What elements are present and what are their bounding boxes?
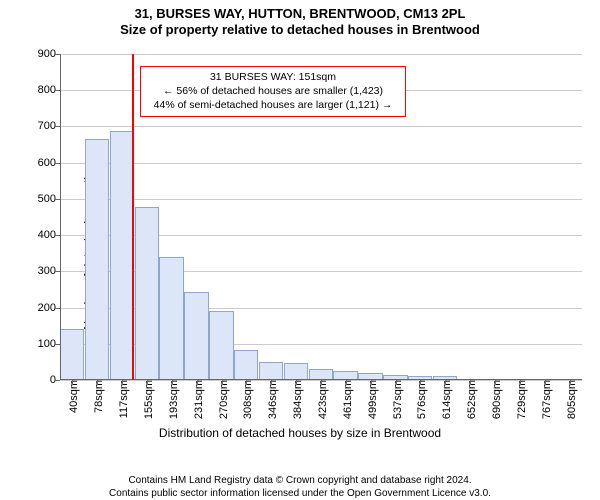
x-tick-mark [321,380,322,385]
annotation-line-2: ← 56% of detached houses are smaller (1,… [147,84,399,98]
x-tick-label: 767sqm [537,380,553,419]
footer-attribution: Contains HM Land Registry data © Crown c… [0,474,600,500]
histogram-bar [259,362,283,380]
x-tick-label: 346sqm [263,380,279,419]
annotation-line-3: 44% of semi-detached houses are larger (… [147,98,399,112]
y-axis-line [60,54,61,380]
chart-title: 31, BURSES WAY, HUTTON, BRENTWOOD, CM13 … [0,0,600,39]
histogram-bar [159,257,183,380]
histogram-bar [234,350,258,380]
x-tick-mark [246,380,247,385]
x-tick-label: 231sqm [189,380,205,419]
title-line-2: Size of property relative to detached ho… [0,22,600,38]
x-tick-mark [271,380,272,385]
gridline [60,126,582,127]
histogram-bar [135,207,159,380]
title-line-1: 31, BURSES WAY, HUTTON, BRENTWOOD, CM13 … [0,6,600,22]
x-tick-mark [470,380,471,385]
y-tick-mark [55,380,60,381]
x-tick-label: 729sqm [512,380,528,419]
x-tick-label: 805sqm [562,380,578,419]
x-tick-mark [296,380,297,385]
histogram-bar [85,139,109,380]
x-tick-label: 576sqm [412,380,428,419]
x-tick-label: 423sqm [313,380,329,419]
gridline [60,54,582,55]
x-tick-mark [197,380,198,385]
x-tick-mark [122,380,123,385]
x-tick-label: 537sqm [388,380,404,419]
reference-line [132,54,134,380]
x-tick-mark [420,380,421,385]
x-tick-mark [545,380,546,385]
annotation-box: 31 BURSES WAY: 151sqm ← 56% of detached … [140,66,406,117]
x-tick-mark [97,380,98,385]
x-tick-label: 193sqm [164,380,180,419]
footer-line-1: Contains HM Land Registry data © Crown c… [0,474,600,487]
histogram-bar [60,329,84,380]
chart-area: Number of detached properties 0100200300… [0,44,600,450]
x-axis-line [60,379,582,380]
x-tick-mark [371,380,372,385]
x-tick-mark [570,380,571,385]
gridline [60,199,582,200]
x-tick-label: 117sqm [114,380,130,418]
x-tick-mark [172,380,173,385]
x-tick-label: 308sqm [238,380,254,419]
histogram-bar [209,311,233,380]
x-tick-label: 614sqm [437,380,453,419]
x-tick-mark [147,380,148,385]
x-tick-label: 155sqm [139,380,155,419]
gridline [60,163,582,164]
histogram-bar [284,363,308,380]
x-tick-mark [445,380,446,385]
plot-region: 010020030040050060070080090040sqm78sqm11… [60,54,582,380]
x-tick-mark [346,380,347,385]
x-tick-label: 461sqm [338,380,354,419]
x-tick-label: 652sqm [462,380,478,419]
x-tick-label: 384sqm [288,380,304,419]
x-tick-mark [396,380,397,385]
footer-line-2: Contains public sector information licen… [0,487,600,500]
x-tick-mark [495,380,496,385]
x-tick-label: 690sqm [487,380,503,419]
x-axis-label: Distribution of detached houses by size … [0,426,600,440]
x-tick-mark [222,380,223,385]
annotation-line-1: 31 BURSES WAY: 151sqm [147,70,399,84]
x-tick-label: 499sqm [363,380,379,419]
x-tick-mark [72,380,73,385]
x-tick-label: 270sqm [214,380,230,419]
histogram-bar [110,131,134,380]
x-tick-mark [520,380,521,385]
histogram-bar [184,292,208,380]
